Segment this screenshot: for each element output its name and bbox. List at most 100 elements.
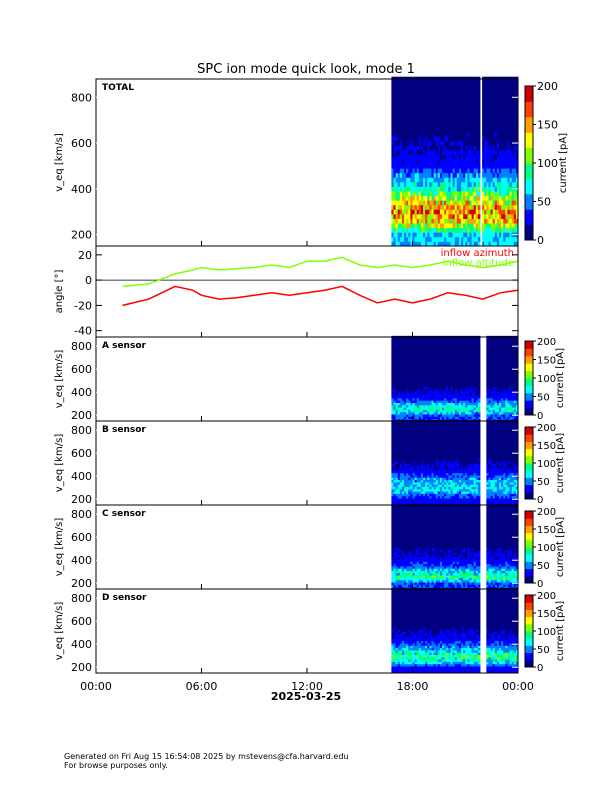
heatmap-cell — [486, 347, 489, 351]
heatmap-cell — [437, 104, 441, 110]
heatmap-cell — [399, 204, 403, 210]
heatmap-cell — [404, 363, 407, 367]
heatmap-cell — [467, 347, 470, 351]
heatmap-cell — [435, 140, 439, 146]
heatmap-cell — [416, 386, 420, 390]
heatmap-cell — [412, 227, 416, 233]
heatmap-cell — [414, 172, 418, 178]
heatmap-cell — [456, 163, 460, 169]
heatmap-cell — [475, 379, 479, 383]
heatmap-cell — [463, 154, 466, 160]
heatmap-cell — [454, 377, 458, 380]
heatmap-cell — [401, 159, 405, 165]
heatmap-cell — [463, 90, 466, 96]
heatmap-cell — [488, 163, 491, 169]
heatmap-cell — [416, 145, 420, 151]
heatmap-cell — [427, 370, 430, 374]
heatmap-cell — [437, 402, 441, 406]
heatmap-cell — [473, 108, 477, 114]
heatmap-cell — [465, 358, 468, 362]
heatmap-cell — [496, 90, 500, 96]
heatmap-cell — [401, 81, 405, 87]
heatmap-cell — [471, 416, 475, 420]
heatmap-cell — [471, 81, 475, 87]
heatmap-cell — [391, 338, 394, 341]
heatmap-cell — [397, 400, 401, 403]
heatmap-cell — [425, 154, 428, 160]
heatmap-cell — [482, 104, 485, 110]
heatmap-cell — [463, 241, 466, 247]
heatmap-cell — [446, 236, 449, 242]
heatmap-cell — [435, 204, 439, 210]
heatmap-cell — [509, 200, 513, 206]
heatmap-cell — [431, 351, 434, 355]
heatmap-cell — [397, 218, 401, 224]
heatmap-cell — [420, 347, 424, 351]
heatmap-cell — [463, 127, 466, 133]
panel-label: A sensor — [102, 341, 147, 351]
heatmap-cell — [391, 365, 394, 369]
colorbar-segment — [525, 341, 533, 349]
heatmap-cell — [467, 90, 470, 96]
heatmap-cell — [431, 136, 434, 142]
heatmap-cell — [448, 409, 451, 413]
heatmap-cell — [456, 104, 460, 110]
colorbar-segment — [525, 392, 533, 401]
heatmap-cell — [397, 127, 401, 133]
heatmap-cell — [444, 404, 447, 408]
heatmap-cell — [469, 340, 472, 344]
heatmap-cell — [461, 407, 464, 410]
heatmap-cell — [467, 127, 470, 133]
heatmap-cell — [469, 85, 472, 91]
heatmap-cell — [482, 200, 485, 206]
heatmap-cell — [469, 81, 472, 87]
heatmap-cell — [433, 232, 437, 238]
heatmap-cell — [397, 411, 401, 415]
heatmap-cell — [488, 218, 491, 224]
heatmap-cell — [393, 404, 397, 408]
heatmap-cell — [433, 117, 437, 123]
heatmap-cell — [490, 404, 494, 408]
heatmap-cell — [439, 122, 443, 128]
heatmap-cell — [463, 177, 466, 183]
heatmap-cell — [488, 200, 491, 206]
heatmap-cell — [471, 374, 475, 378]
heatmap-cell — [467, 391, 470, 394]
heatmap-cell — [490, 368, 494, 371]
heatmap-cell — [393, 204, 397, 210]
heatmap-cell — [393, 140, 397, 146]
heatmap-cell — [503, 163, 506, 169]
heatmap-cell — [473, 213, 477, 219]
heatmap-cell — [391, 393, 394, 397]
heatmap-cell — [418, 108, 422, 114]
heatmap-cell — [437, 340, 441, 344]
heatmap-cell — [395, 345, 399, 348]
heatmap-cell — [429, 218, 432, 224]
heatmap-cell — [450, 241, 453, 247]
heatmap-cell — [456, 358, 460, 362]
heatmap-cell — [435, 104, 439, 110]
heatmap-cell — [429, 393, 432, 397]
heatmap-cell — [473, 236, 477, 242]
heatmap-cell — [442, 393, 445, 397]
heatmap-cell — [410, 99, 413, 105]
heatmap-cell — [395, 131, 399, 137]
heatmap-cell — [509, 95, 513, 100]
heatmap-cell — [435, 349, 439, 353]
heatmap-cell — [416, 384, 420, 387]
heatmap-cell — [412, 370, 416, 374]
heatmap-cell — [399, 342, 403, 346]
heatmap-cell — [416, 345, 420, 348]
heatmap-cell — [511, 154, 515, 160]
heatmap-cell — [418, 374, 422, 378]
heatmap-cell — [454, 140, 458, 146]
heatmap-cell — [418, 370, 422, 374]
heatmap-cell — [435, 117, 439, 123]
heatmap-cell — [439, 149, 443, 155]
heatmap-cell — [433, 372, 437, 376]
heatmap-cell — [475, 209, 479, 215]
heatmap-cell — [488, 232, 491, 238]
heatmap-cell — [408, 361, 411, 364]
heatmap-cell — [429, 354, 432, 357]
heatmap-cell — [458, 400, 462, 403]
